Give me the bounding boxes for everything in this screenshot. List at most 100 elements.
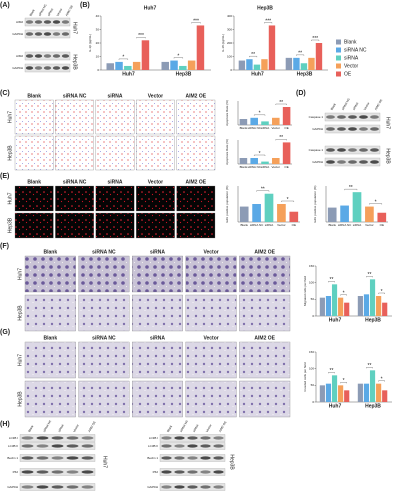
- legend-swatch: [336, 71, 341, 77]
- bar: [315, 43, 323, 70]
- bar: [344, 390, 350, 402]
- column-label: siRNA NC: [341, 96, 352, 110]
- bar: [239, 158, 248, 164]
- legend-label: siRNA NC: [344, 47, 367, 53]
- bar: [331, 375, 338, 402]
- column-label: Vector: [205, 424, 213, 433]
- blot-band: [21, 444, 34, 448]
- y-tick-label: 50: [311, 297, 315, 301]
- significance-label: **: [330, 368, 334, 374]
- significance-label: *: [287, 197, 289, 203]
- blot-band: [359, 148, 368, 152]
- micrograph: [239, 380, 291, 418]
- significance-label: **: [298, 51, 302, 57]
- blot-band: [25, 32, 34, 36]
- column-label: siRNA: [57, 424, 65, 433]
- micrograph: [185, 380, 237, 418]
- y-tick-label: 400: [227, 14, 232, 18]
- cell-label: Huh7: [7, 111, 13, 123]
- blot-band: [34, 20, 43, 24]
- x-tick-label: Hep3B: [176, 71, 192, 77]
- y-tick-label: 100: [309, 280, 314, 284]
- x-tick-label: OE: [284, 126, 288, 130]
- bar: [376, 383, 382, 402]
- x-tick-label: Vector: [365, 223, 374, 227]
- micrograph: [136, 185, 175, 212]
- bar: [179, 65, 187, 70]
- blot-band: [21, 485, 34, 489]
- column-label: siRNA: [107, 179, 122, 185]
- blot-band: [34, 54, 43, 58]
- blot-band: [161, 470, 172, 474]
- blot-band: [66, 485, 79, 489]
- micrograph: [55, 99, 94, 135]
- micrograph: [185, 341, 237, 379]
- significance-label: ***: [312, 36, 318, 42]
- column-label: Vector: [55, 8, 63, 17]
- x-tick-label: siRNA: [261, 126, 270, 130]
- bar: [289, 211, 299, 222]
- column-label: AIM2 OE: [374, 98, 384, 111]
- blot-band: [174, 485, 185, 489]
- blot-band: [52, 32, 61, 36]
- bar: [319, 385, 325, 402]
- blot-band: [51, 470, 64, 474]
- column-label: AIM2 OE: [87, 420, 97, 433]
- significance-bracket: [281, 200, 294, 202]
- blot-band: [51, 456, 64, 460]
- x-tick-label: OE: [284, 165, 288, 169]
- significance-bracket: [366, 367, 373, 369]
- blot-band: [337, 148, 346, 152]
- bar: [377, 212, 387, 222]
- column-label: siRNA: [192, 424, 200, 433]
- x-tick-label: siRNA NC: [247, 165, 261, 169]
- y-tick-label: 50: [311, 383, 315, 387]
- y-axis-label: IL-1β (pg/mL): [88, 34, 92, 52]
- blot-band: [81, 456, 94, 460]
- blot-band: [174, 470, 185, 474]
- significance-label: **: [279, 135, 283, 141]
- significance-bracket: [173, 57, 183, 59]
- bar: [338, 385, 344, 402]
- y-axis-label: IL-18 (pg/mL): [221, 34, 225, 52]
- significance-label: *: [375, 199, 377, 205]
- blot-band: [161, 485, 172, 489]
- y-axis-label: Apoptosis Rate (%): [225, 139, 229, 165]
- bar: [331, 284, 338, 316]
- row-label: GAPDH: [12, 66, 23, 70]
- micrograph: [132, 255, 183, 293]
- micrograph: [132, 341, 183, 379]
- blot-band: [51, 444, 64, 448]
- blot-band: [370, 115, 379, 119]
- x-tick-label: Huh7: [329, 317, 342, 323]
- blot-band: [326, 160, 335, 164]
- panel-letter: (A): [0, 2, 10, 9]
- micrograph: [176, 135, 216, 171]
- column-label: Blank: [43, 249, 57, 255]
- y-axis-label: Migrated cells per field: [303, 276, 307, 306]
- column-label: Vector: [148, 179, 163, 185]
- significance-label: **: [349, 185, 353, 191]
- row-label: AIM2: [16, 20, 23, 24]
- legend-label: siRNA: [344, 55, 359, 61]
- blot-band: [66, 456, 79, 460]
- cell-label: Huh7: [17, 354, 23, 366]
- blot-band: [174, 436, 185, 440]
- y-tick-label: 100: [309, 366, 314, 370]
- column-label: Blank: [27, 93, 41, 99]
- bar: [282, 107, 291, 125]
- bar: [338, 297, 344, 316]
- y-tick-label: 10: [96, 54, 100, 58]
- column-label: Blank: [43, 335, 57, 341]
- y-axis-label: Apoptosis Rate (%): [225, 100, 229, 126]
- y-tick-label: 30: [96, 27, 100, 31]
- y-axis-label: EdU positive population (%): [313, 185, 317, 222]
- significance-label: *: [177, 53, 179, 59]
- bar: [369, 370, 376, 402]
- blot-band: [81, 444, 94, 448]
- micrograph: [14, 185, 54, 212]
- y-axis-label: Invaded cells per field: [303, 362, 307, 391]
- micrograph: [95, 99, 135, 135]
- blot-band: [25, 20, 34, 24]
- column-label: siRNA: [352, 102, 360, 111]
